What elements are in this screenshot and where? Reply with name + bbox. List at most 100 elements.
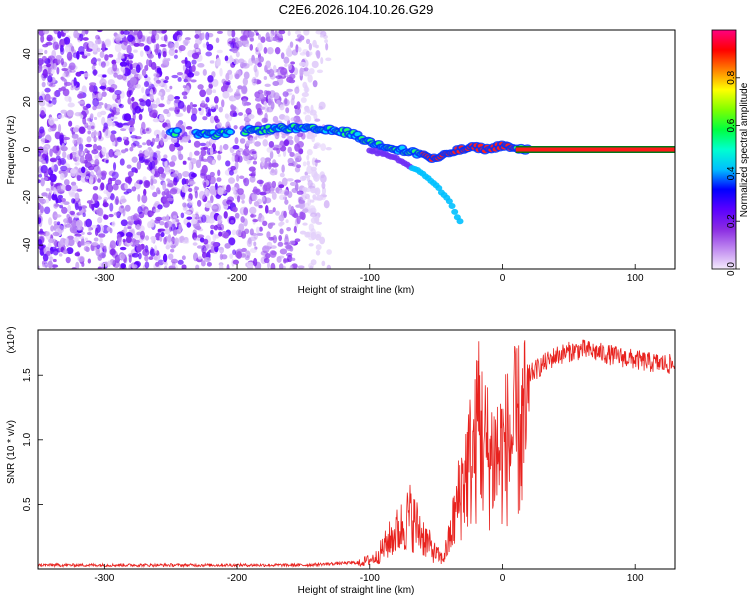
heatmap-cell [215, 104, 219, 110]
heatmap-cell [202, 43, 207, 48]
heatmap-cell [110, 116, 118, 120]
heatmap-cell [163, 154, 168, 160]
heatmap-cell [145, 99, 151, 107]
heatmap-cell [320, 174, 327, 184]
spectrogram-y-ticks: -40 -20 0 20 40 [22, 48, 43, 252]
heatmap-cell [253, 233, 258, 240]
heatmap-cell [248, 31, 253, 36]
heatmap-cell [228, 177, 235, 184]
heatmap-cell [214, 245, 219, 253]
heatmap-cell [246, 261, 254, 268]
heatmap-cell [73, 30, 79, 39]
heatmap-cell [62, 151, 67, 159]
heatmap-cell [203, 257, 211, 262]
heatmap-cell [280, 67, 288, 76]
heatmap-cell [113, 162, 117, 171]
heatmap-cell [280, 52, 285, 60]
heatmap-cell [171, 74, 179, 79]
heatmap-cell [135, 224, 141, 231]
heatmap-cell [123, 226, 128, 234]
heatmap-cell [174, 142, 181, 148]
heatmap-cell [157, 204, 163, 210]
heatmap-cell [131, 96, 135, 102]
heatmap-cell [103, 199, 107, 208]
heatmap-cell [188, 201, 194, 205]
heatmap-cell [80, 205, 88, 209]
heatmap-cell [297, 47, 302, 53]
heatmap-cell [103, 245, 107, 255]
heatmap-cell [165, 240, 173, 247]
heatmap-cell [60, 165, 68, 172]
heatmap-cell [99, 242, 104, 248]
heatmap-cell [116, 93, 121, 100]
heatmap-cell [133, 30, 139, 36]
heatmap-cell [81, 262, 85, 267]
main-track-point [354, 131, 361, 137]
heatmap-cell [198, 255, 202, 260]
heatmap-cell [225, 81, 231, 85]
heatmap-cell [243, 207, 249, 216]
heatmap-cell [287, 146, 292, 154]
heatmap-cell [126, 44, 132, 54]
heatmap-cell [106, 117, 113, 127]
heatmap-cell [272, 207, 276, 213]
heatmap-cell [270, 245, 277, 249]
heatmap-cell [271, 162, 279, 168]
heatmap-cell [252, 186, 258, 195]
heatmap-cell [219, 67, 223, 77]
x-tick-label: -100 [360, 273, 380, 284]
heatmap-cell [153, 48, 159, 53]
heatmap-cell [176, 34, 182, 42]
heatmap-cell [78, 235, 85, 239]
heatmap-cell [278, 222, 283, 227]
heatmap-cell [161, 191, 166, 197]
heatmap-cell [38, 173, 43, 178]
heatmap-cell [114, 151, 122, 156]
heatmap-cell [236, 174, 240, 182]
heatmap-cell [163, 34, 168, 42]
heatmap-cell [83, 72, 90, 78]
heatmap-cell [270, 262, 276, 269]
heatmap-cell [49, 157, 57, 163]
heatmap-cell [87, 156, 93, 162]
heatmap-cell [240, 35, 248, 40]
heatmap-cell [115, 57, 121, 64]
heatmap-cell [248, 196, 253, 205]
heatmap-cell [148, 256, 154, 261]
heatmap-cell [59, 204, 64, 209]
heatmap-cell [92, 185, 99, 191]
heatmap-cell [184, 56, 188, 65]
heatmap-cell [68, 190, 74, 196]
heatmap-cell [291, 188, 298, 194]
heatmap-cell [146, 139, 152, 146]
heatmap-cell [74, 111, 82, 117]
heatmap-cell [54, 214, 62, 218]
heatmap-cell [138, 252, 142, 260]
heatmap-cell [264, 134, 269, 138]
heatmap-cell [123, 53, 130, 58]
heatmap-cell [204, 187, 208, 195]
heatmap-cell [164, 75, 170, 81]
heatmap-cell [42, 253, 49, 262]
heatmap-cell [174, 237, 179, 247]
y-tick-label: -40 [22, 237, 33, 252]
heatmap-cell [169, 85, 173, 90]
heatmap-cell [160, 158, 168, 162]
heatmap-cell [173, 54, 178, 59]
heatmap-cell [82, 116, 87, 125]
heatmap-cell [80, 166, 86, 174]
heatmap-cell [48, 116, 55, 126]
heatmap-cell [217, 187, 224, 196]
heatmap-cell [71, 184, 79, 192]
heatmap-cell [122, 124, 130, 130]
heatmap-cell [73, 77, 77, 87]
heatmap-cell [271, 180, 277, 189]
heatmap-cell [181, 91, 188, 96]
heatmap-cell [164, 265, 168, 269]
y-tick-label: 1.0 [22, 432, 33, 446]
heatmap-cell [277, 241, 284, 247]
heatmap-cell [263, 100, 268, 107]
heatmap-cell [111, 171, 119, 180]
heatmap-cell [251, 193, 258, 202]
heatmap-cell [92, 69, 98, 75]
